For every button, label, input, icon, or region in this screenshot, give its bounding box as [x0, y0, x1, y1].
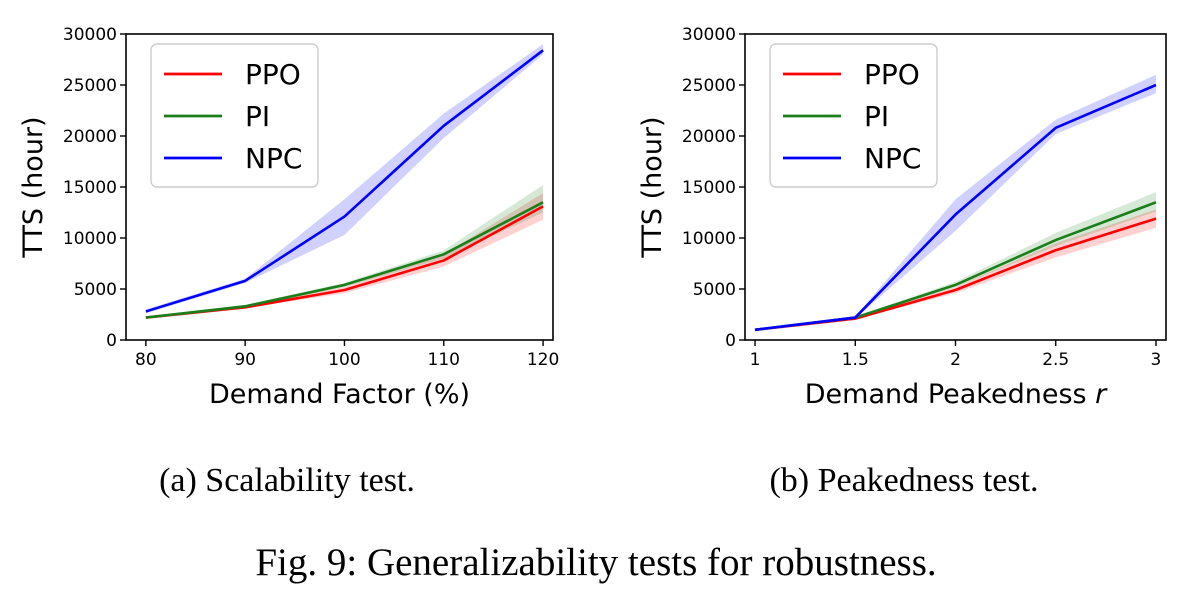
figure-caption: Fig. 9: Generalizability tests for robus… — [255, 541, 937, 584]
legend-label-ppo: PPO — [864, 58, 920, 91]
x-axis-label: Demand Factor (%) — [209, 379, 470, 410]
x-tick-label: 1.5 — [842, 350, 869, 370]
y-tick-label: 5000 — [693, 280, 736, 300]
y-tick-label: 0 — [725, 331, 736, 351]
y-tick-label: 10000 — [63, 229, 117, 249]
legend-label-npc: NPC — [245, 142, 302, 175]
legend-label-pi: PI — [245, 100, 270, 133]
y-tick-label: 25000 — [63, 76, 117, 96]
legend-label-pi: PI — [864, 100, 889, 133]
x-tick-label: 1 — [750, 350, 761, 370]
x-tick-label: 120 — [527, 350, 559, 370]
legend-box — [150, 43, 319, 188]
y-axis-label: TTS (hour) — [18, 116, 49, 258]
confidence-band-ppo — [145, 193, 544, 319]
x-tick-label: 2 — [950, 350, 961, 370]
subcaption-a: (a) Scalability test. — [159, 462, 415, 499]
legend-label-npc: NPC — [864, 142, 921, 175]
y-tick-label: 15000 — [63, 178, 117, 198]
y-tick-label: 30000 — [682, 25, 736, 45]
y-tick-label: 20000 — [682, 127, 736, 147]
x-tick-label: 90 — [234, 350, 256, 370]
confidence-band-npc — [755, 74, 1156, 331]
y-axis-label: TTS (hour) — [637, 116, 668, 258]
y-tick-label: 15000 — [682, 178, 736, 198]
x-axis-label: Demand Peakedness r — [805, 379, 1108, 410]
x-tick-label: 80 — [135, 350, 157, 370]
y-tick-label: 0 — [106, 331, 117, 351]
x-tick-label: 3 — [1151, 350, 1162, 370]
legend-label-ppo: PPO — [245, 58, 301, 91]
x-tick-label: 2.5 — [1042, 350, 1069, 370]
x-tick-label: 110 — [428, 350, 460, 370]
legend-box — [769, 43, 938, 188]
y-tick-label: 5000 — [74, 280, 117, 300]
chart-panel-b: 0 5000 10000 15000 20000 25000 30000 1 1.5 2 2.5 3 D… — [637, 25, 1167, 410]
chart-panel-a: 0 5000 10000 15000 20000 25000 30000 80 90 100 110… — [18, 25, 559, 410]
y-tick-label: 20000 — [63, 127, 117, 147]
y-tick-label: 10000 — [682, 229, 736, 249]
subcaption-b: (b) Peakedness test. — [769, 462, 1039, 499]
y-tick-label: 25000 — [682, 76, 736, 96]
y-tick-label: 30000 — [63, 25, 117, 45]
x-tick-label: 100 — [328, 350, 360, 370]
